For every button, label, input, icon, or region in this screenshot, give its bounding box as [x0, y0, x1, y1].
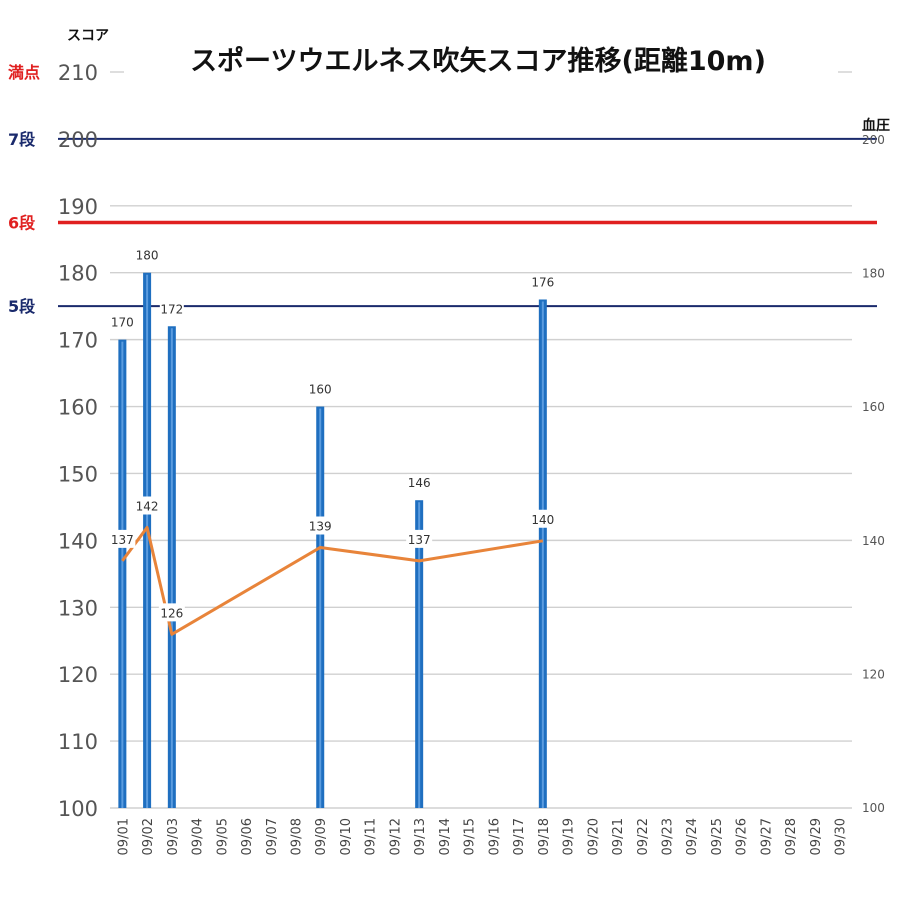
- y2-tick-label: 180: [862, 267, 885, 281]
- point-value-label: 142: [136, 499, 159, 513]
- x-tick-label: 09/08: [290, 818, 305, 855]
- x-tick-label: 09/12: [388, 818, 403, 855]
- y-tick-label: 100: [58, 797, 98, 821]
- y2-tick-label: 200: [862, 133, 885, 147]
- y-tick-label: 190: [58, 195, 98, 219]
- x-tick-label: 09/30: [834, 818, 849, 855]
- x-tick-label: 09/06: [240, 818, 255, 855]
- y2-axis-label: 血圧: [862, 117, 890, 134]
- y-tick-label: 200: [58, 128, 98, 152]
- y-tick-label: 120: [58, 663, 98, 687]
- y-tick-label: 160: [58, 396, 98, 420]
- y-axis-ticks: 100 110 120 130 140 150 160 170 180 190 200 210: [58, 61, 98, 821]
- bar-highlight: [541, 301, 544, 808]
- grid-lines: [110, 71, 852, 809]
- y2-tick-label: 100: [862, 801, 885, 815]
- point-value-label: 137: [111, 533, 134, 547]
- y2-axis-ticks: 100 120 140 160 180 200: [862, 133, 885, 815]
- x-tick-label: 09/16: [487, 818, 502, 855]
- bar-highlight: [319, 408, 322, 808]
- bar-label-bg: [407, 474, 432, 491]
- x-tick-label: 09/04: [191, 818, 206, 855]
- bar-highlight: [121, 341, 124, 808]
- point-value-label: 137: [408, 533, 431, 547]
- x-tick-label: 09/24: [685, 818, 700, 855]
- x-tick-label: 09/14: [438, 818, 453, 855]
- pressure-line: 137 142 126 139 137 140: [109, 496, 556, 636]
- y-tick-label: 140: [58, 529, 98, 553]
- y-tick-label: 210: [58, 61, 98, 85]
- bar-label-bg: [110, 313, 135, 330]
- x-tick-label: 09/28: [784, 818, 799, 855]
- x-tick-label: 09/21: [611, 818, 626, 855]
- x-tick-label: 09/15: [463, 818, 478, 855]
- bar-value-label: 176: [531, 275, 554, 289]
- x-tick-label: 09/09: [314, 818, 329, 855]
- point-label-bg: [109, 529, 136, 548]
- x-tick-label: 09/23: [661, 818, 676, 855]
- x-tick-label: 09/10: [339, 818, 354, 855]
- score-bars: 170 180 172 160 146 176: [110, 246, 555, 808]
- y-tick-label: 150: [58, 462, 98, 486]
- bar-value-label: 170: [111, 316, 134, 330]
- x-axis-ticks: 09/01 09/02 09/03 09/04 09/05 09/06 09/07 09/08…: [116, 818, 848, 855]
- reference-line-label: 満点: [8, 63, 40, 82]
- bar-label-bg: [159, 300, 184, 317]
- point-value-label: 139: [309, 519, 332, 533]
- bar-value-label: 180: [136, 249, 159, 263]
- y-tick-label: 180: [58, 262, 98, 286]
- bar-label-bg: [308, 380, 333, 397]
- point-label-bg: [134, 496, 161, 515]
- y-axis-label: スコア: [67, 28, 109, 44]
- x-tick-label: 09/01: [116, 818, 131, 855]
- point-label-bg: [307, 516, 334, 535]
- x-tick-label: 09/07: [265, 818, 280, 855]
- y-tick-label: 110: [58, 730, 98, 754]
- bar-label-bg: [530, 273, 555, 290]
- x-tick-label: 09/11: [364, 818, 379, 855]
- chart-title: スポーツウエルネス吹矢スコア推移(距離10m): [190, 45, 766, 77]
- reference-line-label: 7段: [8, 130, 36, 149]
- bar-highlight: [170, 328, 173, 808]
- point-value-label: 126: [160, 606, 183, 620]
- x-tick-label: 09/25: [710, 818, 725, 855]
- x-tick-label: 09/05: [215, 818, 230, 855]
- x-tick-label: 09/27: [759, 818, 774, 855]
- reference-line-label: 6段: [8, 214, 36, 233]
- y-tick-label: 130: [58, 596, 98, 620]
- bar-value-label: 160: [309, 383, 332, 397]
- point-label-bg: [158, 603, 185, 622]
- x-tick-label: 09/18: [537, 818, 552, 855]
- bar-highlight: [146, 274, 149, 808]
- x-tick-label: 09/19: [562, 818, 577, 855]
- bar-highlight: [418, 502, 421, 808]
- y-tick-label: 170: [58, 329, 98, 353]
- x-tick-label: 09/22: [636, 818, 651, 855]
- x-tick-label: 09/26: [735, 818, 750, 855]
- bar-value-label: 172: [160, 302, 183, 316]
- bar-value-label: 146: [408, 476, 431, 490]
- bar-label-bg: [135, 246, 160, 263]
- y2-tick-label: 140: [862, 534, 885, 548]
- reference-lines: 満点 7段 6段 5段: [8, 63, 877, 316]
- x-tick-label: 09/03: [166, 818, 181, 855]
- x-tick-label: 09/17: [512, 818, 527, 855]
- point-label-bg: [406, 529, 433, 548]
- y2-tick-label: 120: [862, 667, 885, 681]
- x-tick-label: 09/20: [586, 818, 601, 855]
- point-label-bg: [529, 509, 556, 528]
- pressure-series-line: [121, 525, 544, 636]
- x-tick-label: 09/13: [413, 818, 428, 855]
- y2-tick-label: 160: [862, 400, 885, 414]
- x-tick-label: 09/29: [809, 818, 824, 855]
- x-tick-label: 09/02: [141, 818, 156, 855]
- reference-line-label: 5段: [8, 297, 36, 316]
- point-value-label: 140: [531, 513, 554, 527]
